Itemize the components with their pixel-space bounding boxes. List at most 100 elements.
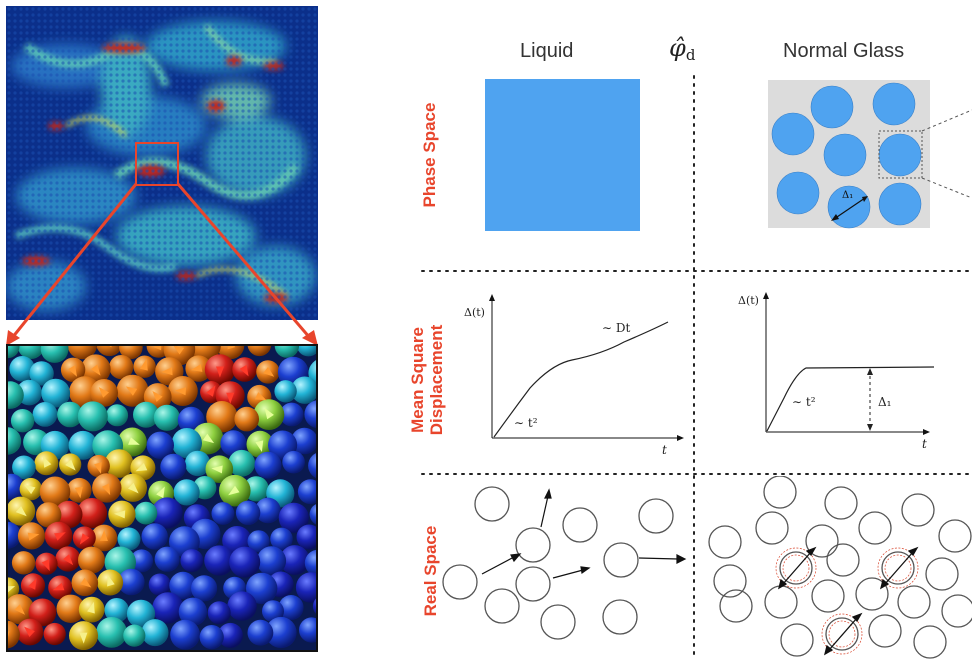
particle — [291, 376, 316, 404]
metabasin — [878, 182, 922, 226]
displacement-arrow — [226, 392, 235, 404]
particle — [474, 486, 510, 522]
particle — [207, 601, 231, 625]
displacement-arrow — [94, 462, 102, 474]
particle — [141, 619, 169, 647]
particle — [8, 521, 22, 549]
glass-real-space — [708, 476, 972, 659]
displacement-arrow — [107, 574, 115, 587]
displacement-arrow — [63, 554, 74, 566]
particle — [126, 599, 156, 628]
particle — [191, 575, 218, 602]
particle — [56, 594, 85, 623]
liquid-msd-late-label: ∼ Dt — [602, 321, 630, 335]
particle — [291, 427, 316, 455]
delta1-arrow — [833, 197, 866, 220]
metabasin — [776, 171, 820, 215]
metabasin — [878, 133, 922, 177]
displacement-arrow — [99, 529, 108, 541]
displacement-arrow — [211, 465, 223, 474]
particle — [146, 431, 174, 459]
particle — [171, 428, 202, 459]
phi-subscript: d — [685, 46, 696, 64]
particle — [217, 622, 243, 648]
particle — [153, 404, 180, 431]
zoom-connector — [6, 183, 318, 346]
displacement-arrow — [255, 440, 264, 452]
glass-msd-xlabel: t — [922, 437, 927, 451]
particle — [8, 620, 20, 649]
particle — [10, 409, 35, 433]
particle — [57, 401, 83, 428]
particle — [180, 549, 204, 573]
displacement-arrow — [128, 482, 139, 494]
displacement-arrow — [173, 346, 185, 355]
displacement-arrow — [68, 365, 77, 377]
liquid-msd-early-label: ∼ t² — [514, 416, 538, 430]
displacement-arrow — [14, 604, 25, 615]
particle — [8, 473, 25, 500]
particle — [204, 545, 235, 576]
row-label-real-space: Real Space — [421, 525, 440, 617]
displacement-arrow — [98, 387, 109, 398]
particle — [28, 598, 57, 627]
particle — [562, 507, 598, 543]
particle — [515, 527, 551, 563]
particle — [484, 588, 520, 624]
liquid-msd-plot: Δ(t) t ∼ t² ∼ Dt — [464, 294, 684, 457]
particle — [515, 566, 551, 602]
glass-msd-ylabel: Δ(t) — [738, 294, 759, 307]
particle — [160, 453, 187, 480]
particle — [36, 502, 62, 528]
displacement-arrow — [227, 346, 236, 350]
particle — [540, 604, 576, 640]
displacement-arrow — [41, 559, 50, 571]
particle — [256, 546, 287, 576]
particle — [274, 380, 297, 403]
particle — [17, 346, 45, 359]
particle-field — [8, 346, 316, 650]
particle — [270, 527, 293, 551]
particle — [255, 497, 281, 524]
displacement-arrow — [80, 577, 92, 588]
particle — [32, 402, 58, 427]
particle — [246, 572, 278, 605]
displacement-arrow — [8, 586, 16, 593]
particle — [220, 430, 247, 457]
particle — [39, 476, 71, 508]
row-label-phase-space: Phase Space — [420, 102, 439, 208]
displacement-arrow — [128, 437, 140, 445]
particle — [234, 406, 259, 432]
particle — [265, 616, 297, 649]
particle — [106, 404, 129, 427]
displacement-arrow — [24, 484, 36, 495]
particle — [602, 599, 638, 635]
displacement-arrow — [239, 364, 249, 377]
metabasin — [872, 82, 916, 126]
particle — [8, 346, 20, 359]
particle — [169, 571, 197, 600]
particle — [117, 527, 141, 551]
particle — [152, 592, 184, 624]
particle — [134, 501, 158, 525]
particle — [308, 453, 316, 479]
displacement-arrow — [216, 366, 224, 378]
displacement-arrow — [174, 387, 186, 396]
particle — [247, 619, 274, 646]
liquid-msd-ylabel: Δ(t) — [464, 306, 485, 319]
particle — [278, 502, 309, 533]
simulation-field — [6, 6, 318, 320]
particle — [279, 545, 310, 575]
particle — [229, 546, 261, 578]
displacement-arrow — [140, 358, 148, 371]
particle — [29, 361, 54, 386]
msd-label-line1: Mean Square — [408, 327, 427, 433]
glass-msd-curve — [766, 366, 935, 432]
particle — [96, 617, 127, 648]
displacement-arrow — [206, 385, 216, 397]
particle — [43, 622, 66, 646]
glass-msd-plot: Δ(t) t ∼ t² Δ₁ — [738, 292, 935, 451]
particle — [54, 500, 83, 529]
zoom-basin-box — [878, 130, 923, 179]
particle — [11, 551, 36, 575]
